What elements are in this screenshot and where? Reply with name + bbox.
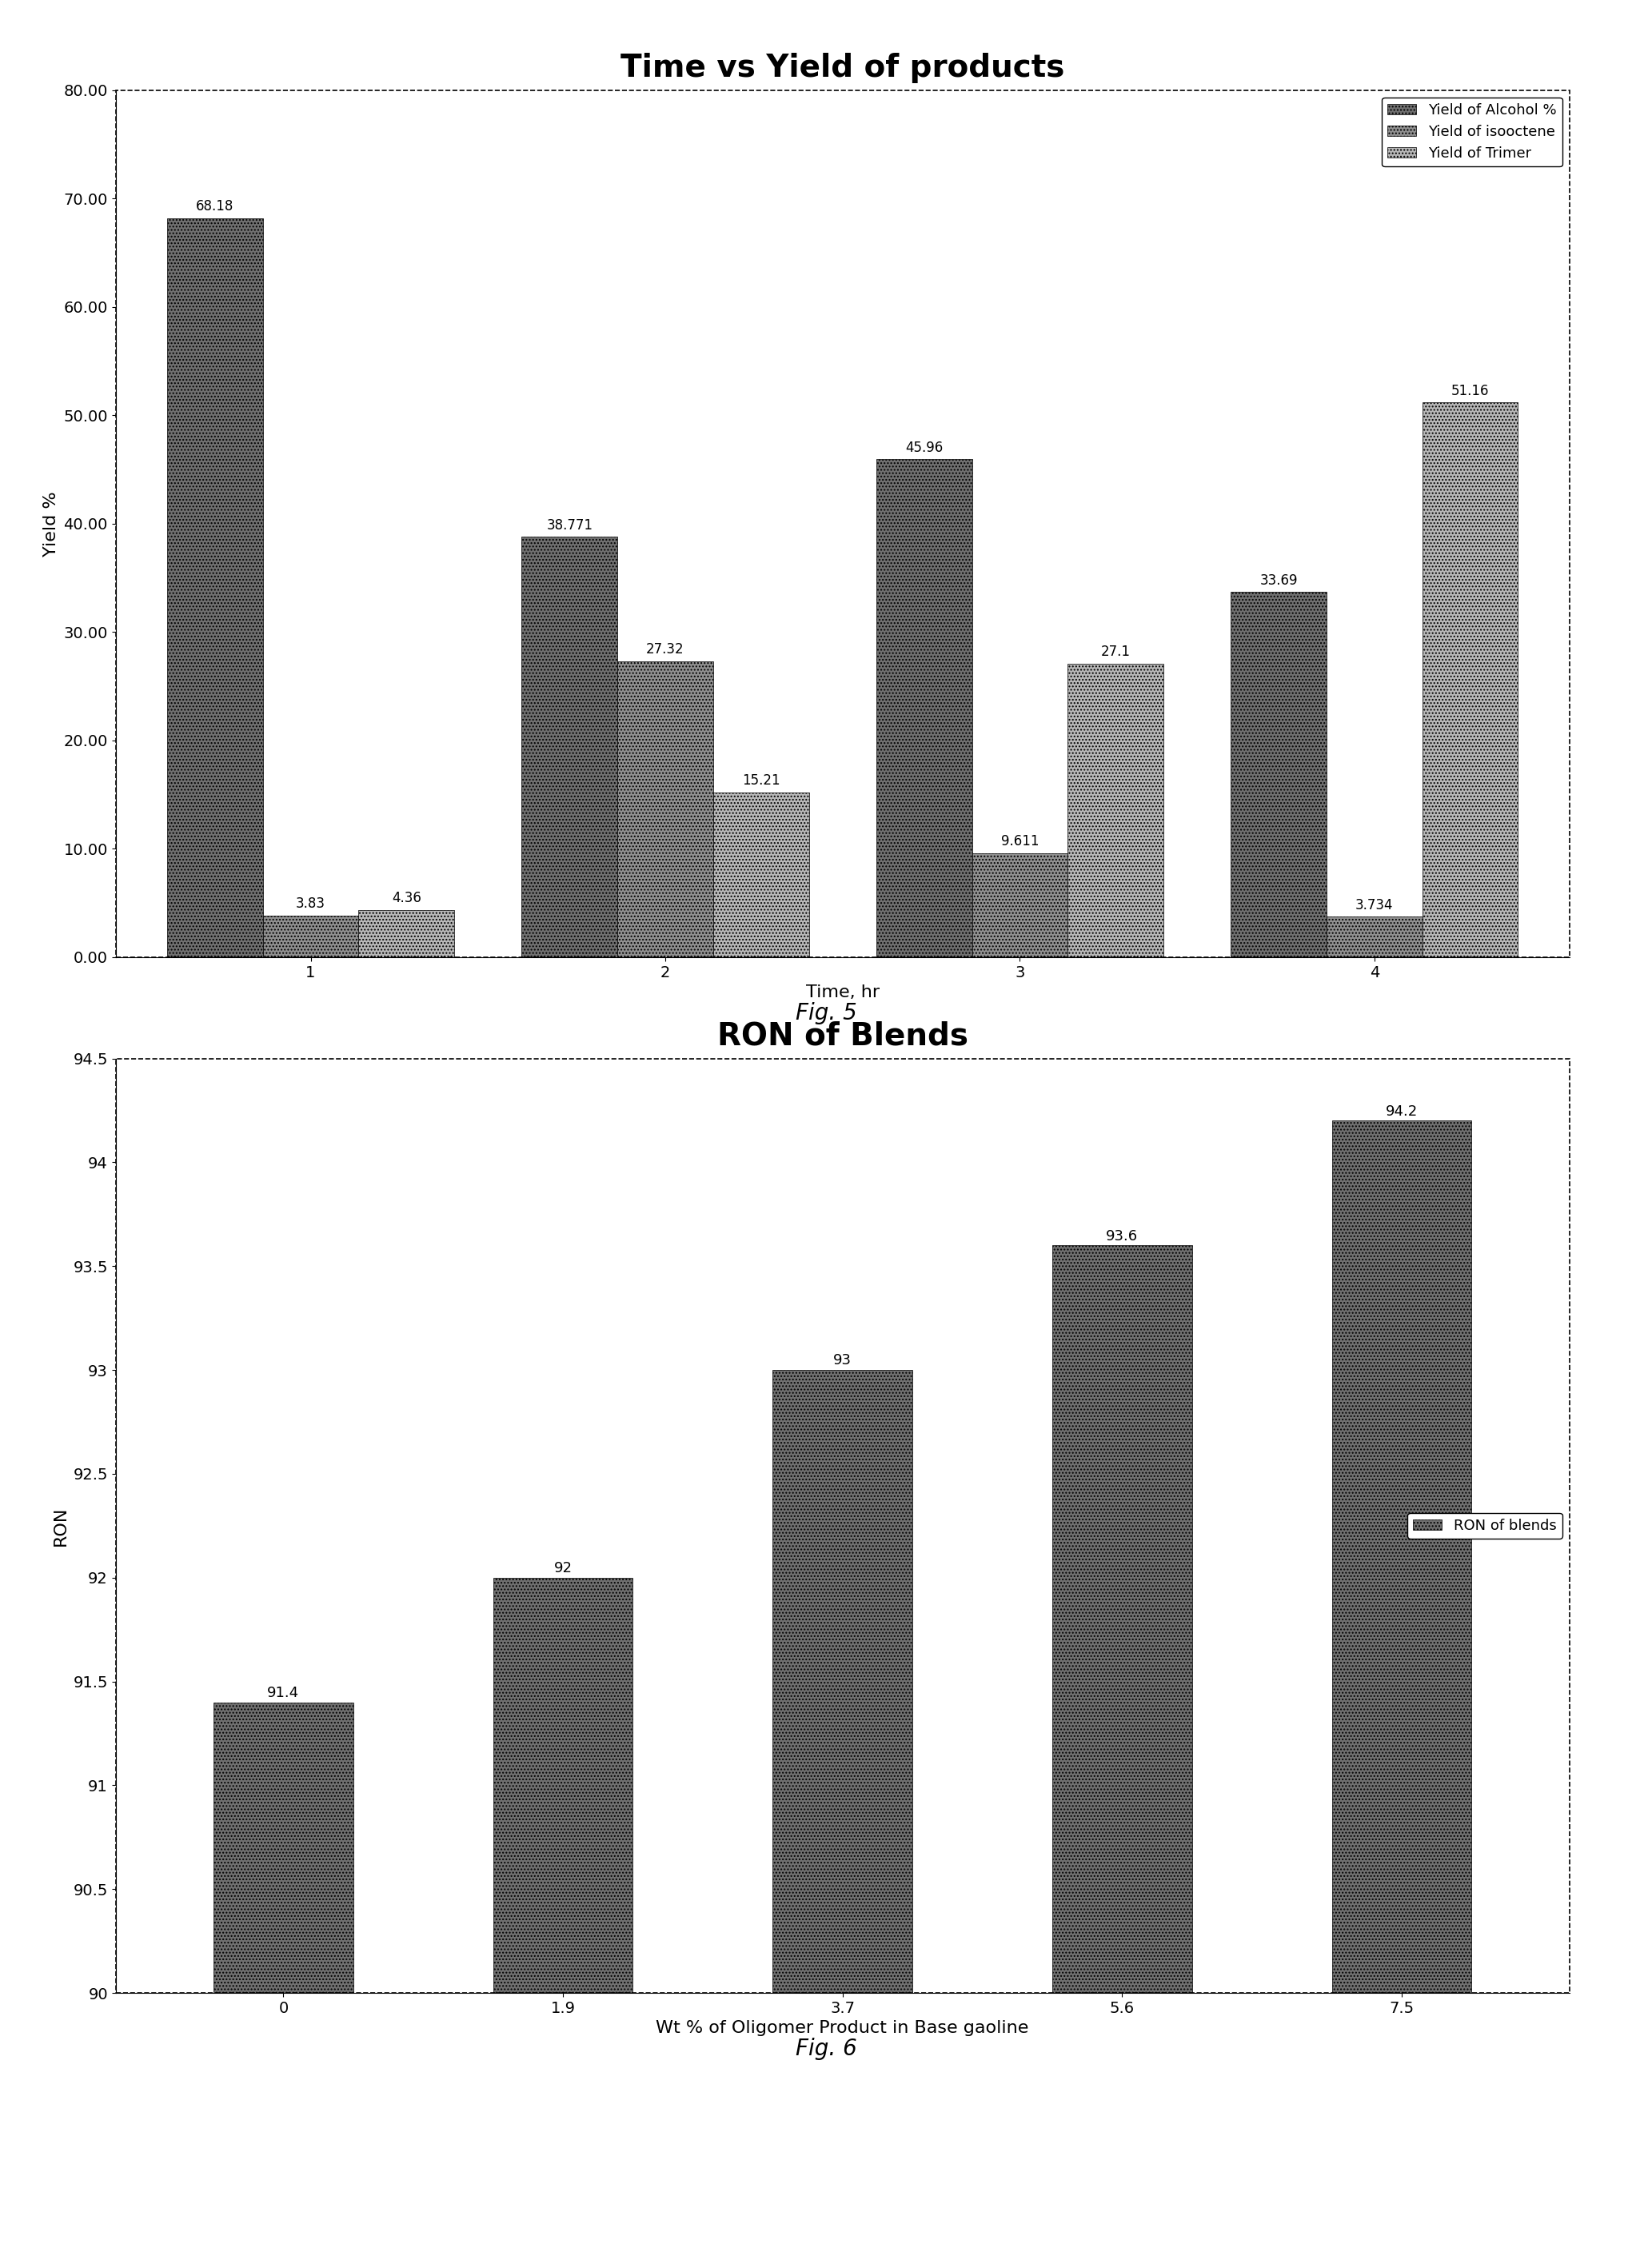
Text: 68.18: 68.18 bbox=[197, 200, 235, 214]
Bar bbox=[358, 910, 454, 957]
Bar bbox=[492, 1579, 633, 2252]
Bar bbox=[167, 218, 263, 957]
Text: 93: 93 bbox=[833, 1353, 852, 1367]
Text: Fig. 5: Fig. 5 bbox=[795, 1002, 857, 1025]
Text: 27.1: 27.1 bbox=[1100, 644, 1130, 660]
Y-axis label: RON: RON bbox=[53, 1507, 69, 1545]
Legend: Yield of Alcohol %, Yield of isooctene, Yield of Trimer: Yield of Alcohol %, Yield of isooctene, … bbox=[1381, 97, 1563, 167]
Text: 38.771: 38.771 bbox=[547, 518, 593, 531]
Bar bbox=[1052, 1245, 1193, 2252]
Bar bbox=[1067, 664, 1163, 957]
Bar bbox=[213, 1703, 354, 2252]
Text: 3.83: 3.83 bbox=[296, 896, 325, 912]
Bar bbox=[714, 793, 809, 957]
Y-axis label: Yield %: Yield % bbox=[43, 491, 59, 556]
Bar bbox=[522, 536, 618, 957]
Bar bbox=[1332, 1121, 1472, 2252]
Text: Fig. 6: Fig. 6 bbox=[795, 2038, 857, 2061]
Text: 51.16: 51.16 bbox=[1450, 383, 1488, 399]
Bar bbox=[263, 917, 358, 957]
Bar bbox=[618, 662, 714, 957]
X-axis label: Time, hr: Time, hr bbox=[806, 984, 879, 1000]
Text: 9.611: 9.611 bbox=[1001, 833, 1039, 849]
Legend: RON of blends: RON of blends bbox=[1408, 1513, 1563, 1538]
Bar bbox=[1231, 592, 1327, 957]
Text: 93.6: 93.6 bbox=[1107, 1230, 1138, 1243]
X-axis label: Wt % of Oligomer Product in Base gaoline: Wt % of Oligomer Product in Base gaoline bbox=[656, 2020, 1029, 2036]
Title: Time vs Yield of products: Time vs Yield of products bbox=[621, 52, 1064, 83]
Bar bbox=[1327, 917, 1422, 957]
Text: 27.32: 27.32 bbox=[646, 642, 684, 658]
Text: 15.21: 15.21 bbox=[742, 772, 780, 788]
Text: 94.2: 94.2 bbox=[1386, 1103, 1417, 1119]
Text: 4.36: 4.36 bbox=[392, 892, 421, 905]
Text: 45.96: 45.96 bbox=[905, 441, 943, 455]
Text: 33.69: 33.69 bbox=[1260, 574, 1297, 588]
Bar bbox=[773, 1369, 912, 2252]
Title: RON of Blends: RON of Blends bbox=[717, 1020, 968, 1052]
Bar bbox=[876, 459, 971, 957]
Text: 3.734: 3.734 bbox=[1355, 899, 1393, 912]
Text: 91.4: 91.4 bbox=[268, 1687, 299, 1700]
Bar bbox=[1422, 403, 1518, 957]
Text: 92: 92 bbox=[553, 1561, 572, 1576]
Bar bbox=[971, 854, 1067, 957]
